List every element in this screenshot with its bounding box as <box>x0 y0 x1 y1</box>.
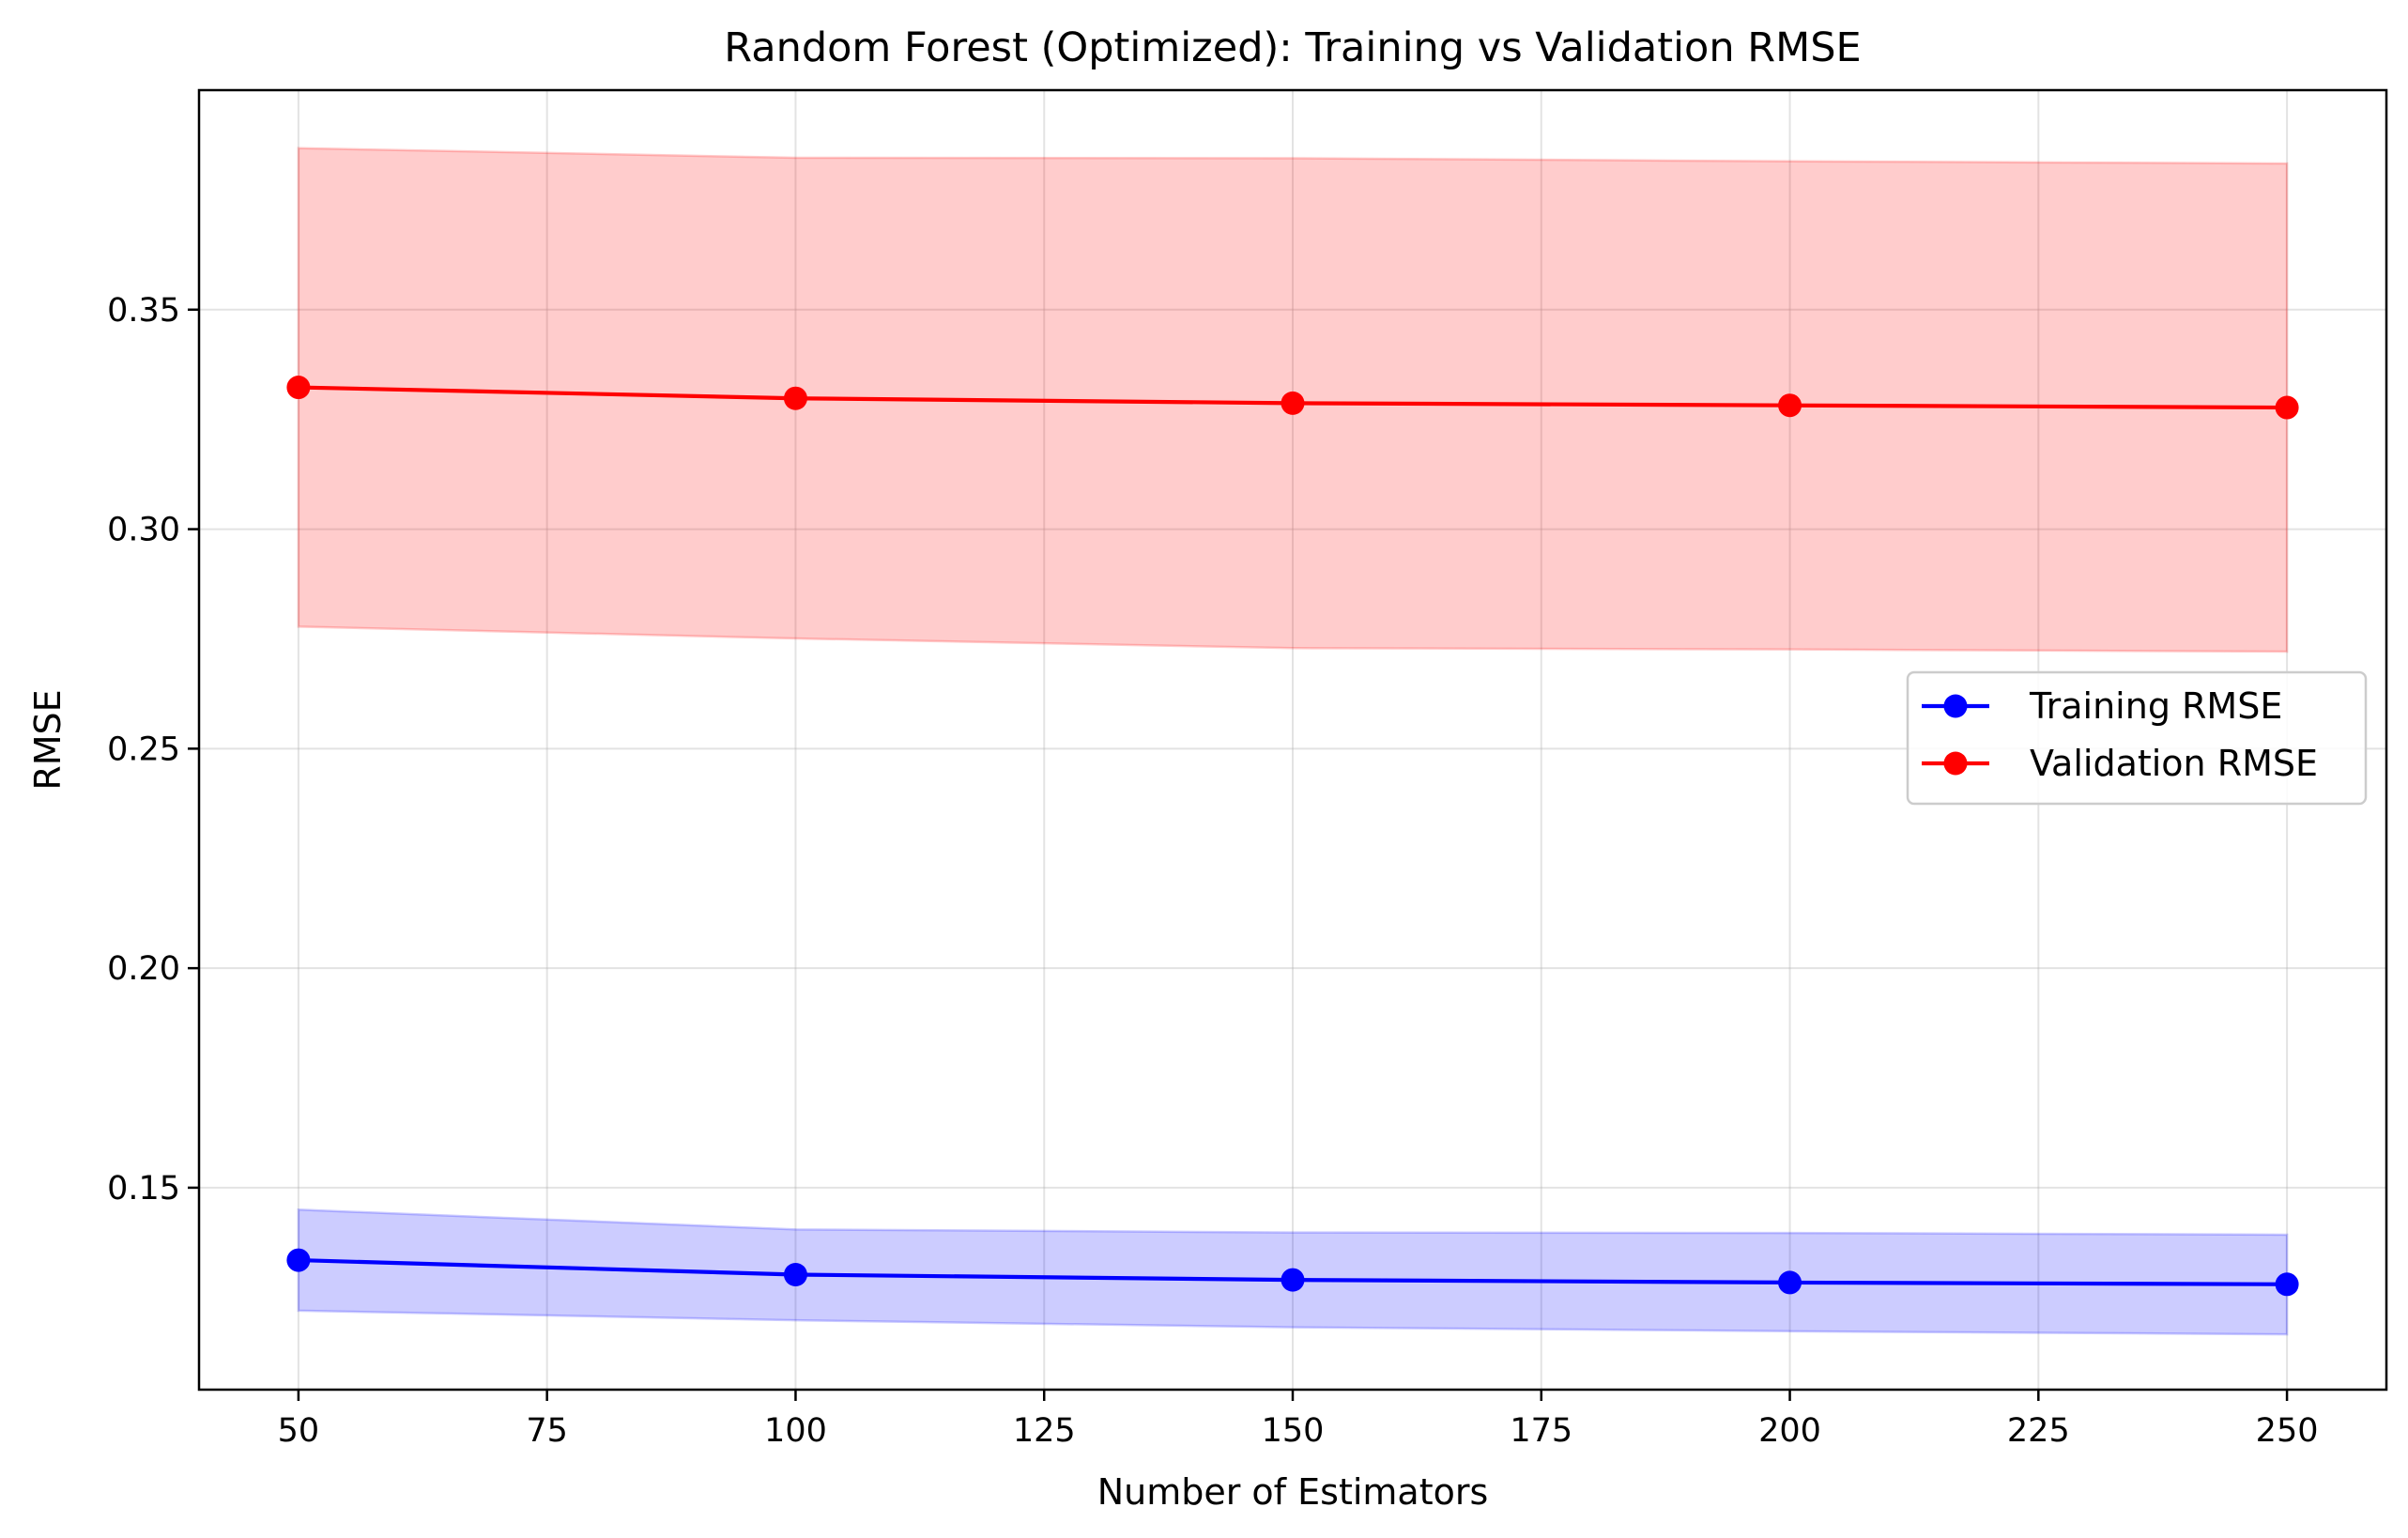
legend: Training RMSE Validation RMSE <box>1906 670 2368 806</box>
series-0-point <box>1281 1268 1305 1292</box>
series-1-point <box>286 376 311 400</box>
x-tick-label: 200 <box>1758 1412 1821 1450</box>
x-tick-label: 175 <box>1510 1412 1572 1450</box>
series-1-point <box>783 386 807 410</box>
series-lines <box>286 376 2299 1297</box>
y-tick-label: 0.30 <box>107 512 180 549</box>
y-tick-label: 0.15 <box>107 1170 180 1207</box>
series-0-point <box>1778 1270 1802 1295</box>
chart-title: Random Forest (Optimized): Training vs V… <box>724 24 1861 71</box>
y-tick-label: 0.20 <box>107 950 180 988</box>
series-1-point <box>1281 391 1305 415</box>
x-tick-label: 125 <box>1013 1412 1076 1450</box>
x-tick-label: 50 <box>278 1412 320 1450</box>
y-tick-label: 0.25 <box>107 731 180 768</box>
x-tick-label: 75 <box>526 1412 568 1450</box>
axis-ticks: 50 75 100 125 150 175 200 225 250 0.15 0.20 0.25 0.3… <box>107 292 2318 1450</box>
legend-label: Training RMSE <box>2029 685 2282 727</box>
x-tick-label: 225 <box>2007 1412 2070 1450</box>
legend-label: Validation RMSE <box>2030 743 2318 784</box>
legend-marker <box>1943 694 1968 718</box>
x-tick-label: 150 <box>1262 1412 1325 1450</box>
grid <box>199 90 2386 1390</box>
series-0-point <box>2275 1272 2299 1297</box>
series-0-point <box>286 1248 311 1272</box>
series-0-point <box>783 1262 807 1286</box>
y-axis-label: RMSE <box>27 689 69 790</box>
series-1-point <box>1778 393 1802 418</box>
y-tick-label: 0.35 <box>107 292 180 330</box>
x-tick-label: 250 <box>2256 1412 2319 1450</box>
x-tick-label: 100 <box>764 1412 827 1450</box>
series-1-point <box>2275 395 2299 420</box>
x-axis-label: Number of Estimators <box>1097 1471 1489 1513</box>
legend-box <box>1906 670 2368 806</box>
legend-marker <box>1943 751 1968 776</box>
